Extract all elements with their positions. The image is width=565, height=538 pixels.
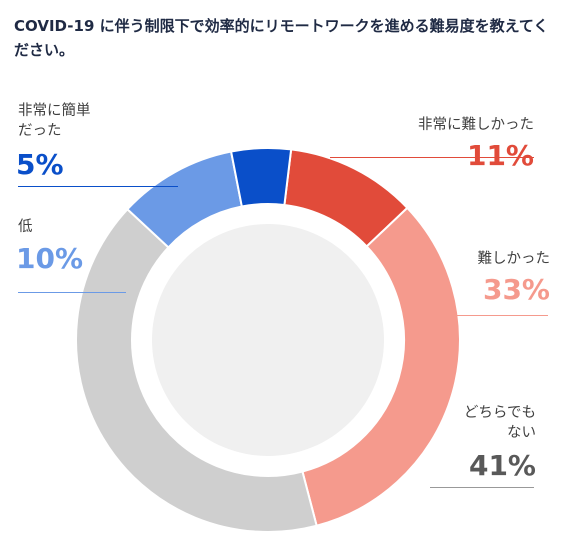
chart-title: COVID-19 に伴う制限下で効率的にリモートワークを進める難易度を教えてくだ… (14, 17, 549, 59)
leader-line-very-easy (18, 186, 178, 187)
slice-neither (75, 207, 318, 533)
donut-center (152, 224, 384, 456)
value-very-easy: 5% (16, 148, 64, 181)
leader-line-low (18, 292, 126, 293)
leader-line-very-difficult (330, 157, 534, 158)
label-neither-line2: ない (507, 425, 536, 441)
leader-line-neither (430, 487, 534, 488)
value-very-difficult: 11% (466, 139, 534, 172)
label-difficult: 難しかった (477, 251, 551, 267)
value-neither: 41% (468, 449, 536, 482)
slice-very-easy (229, 147, 293, 208)
slice-difficult (301, 206, 461, 527)
label-very-difficult: 非常に難しかった (418, 117, 534, 133)
label-neither-line1: どちらでも (463, 405, 536, 421)
label-very-easy-line1: 非常に簡単 (18, 103, 91, 119)
label-low: 低 (18, 219, 33, 235)
label-very-easy-line2: だった (18, 123, 62, 139)
leader-line-difficult (430, 315, 548, 316)
value-difficult: 33% (482, 273, 550, 306)
value-low: 10% (16, 242, 84, 275)
